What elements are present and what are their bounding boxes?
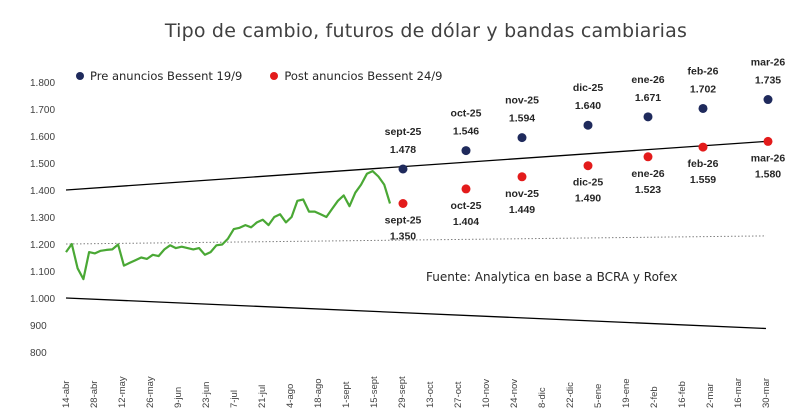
post-point-value: 1.350 (390, 231, 416, 243)
pre-point-value: 1.546 (453, 126, 479, 138)
post-point-label: nov-25 (505, 188, 539, 200)
y-tick-label: 1.400 (30, 186, 55, 197)
pre-point-value: 1.671 (635, 92, 661, 104)
x-tick-label: 4-ago (285, 384, 296, 408)
post-futures-point (698, 142, 708, 152)
pre-futures-point (461, 146, 471, 156)
x-tick-label: 22-dic (565, 382, 576, 408)
x-tick-label: 26-may (145, 376, 156, 408)
y-tick-label: 1.000 (30, 294, 55, 305)
exchange-rate-line (65, 170, 392, 281)
post-point-value: 1.490 (575, 193, 601, 205)
pre-point-label: feb-26 (688, 65, 719, 77)
upper-band-line (65, 140, 767, 191)
post-point-label: dic-25 (573, 177, 604, 189)
post-point-label: ene-26 (631, 168, 664, 180)
x-tick-label: 21-jul (257, 385, 268, 408)
x-tick-label: 12-may (117, 376, 128, 408)
lower-band-line (65, 297, 767, 330)
pre-futures-point (698, 103, 708, 113)
y-tick-label: 1.100 (30, 267, 55, 278)
x-tick-label: 10-nov (481, 379, 492, 408)
post-futures-point (643, 152, 653, 162)
pre-futures-point (643, 112, 653, 122)
post-point-label: sept-25 (385, 215, 422, 227)
y-tick-label: 900 (30, 321, 47, 332)
pre-point-label: dic-25 (573, 82, 604, 94)
pre-point-value: 1.702 (690, 83, 716, 95)
y-tick-label: 800 (30, 348, 47, 359)
pre-point-label: mar-26 (751, 57, 786, 69)
x-tick-label: 19-ene (621, 378, 632, 408)
y-tick-label: 1.200 (30, 240, 55, 251)
x-tick-label: 9-jun (173, 387, 184, 408)
legend-item-pre: Pre anuncios Bessent 19/9 (76, 69, 242, 83)
x-tick-label: 7-jul (229, 390, 240, 408)
y-tick-label: 1.800 (30, 78, 55, 89)
post-point-value: 1.449 (509, 204, 535, 216)
pre-futures-point (583, 120, 593, 130)
post-point-label: feb-26 (688, 158, 719, 170)
reference-dotted-line (65, 235, 767, 245)
x-tick-label: 2-feb (649, 386, 660, 408)
legend-label-pre: Pre anuncios Bessent 19/9 (90, 69, 243, 83)
legend-item-post: Post anuncios Bessent 24/9 (270, 69, 443, 83)
x-tick-label: 30-mar (761, 378, 772, 408)
chart-source-note: Fuente: Analytica en base a BCRA y Rofex (426, 270, 678, 284)
y-tick-label: 1.700 (30, 105, 55, 116)
pre-point-value: 1.735 (755, 75, 781, 87)
post-point-label: oct-25 (451, 200, 482, 212)
y-tick-label: 1.600 (30, 132, 55, 143)
x-tick-label: 5-ene (593, 384, 604, 408)
x-tick-label: 18-ago (313, 378, 324, 408)
x-tick-label: 2-mar (705, 383, 716, 408)
x-tick-label: 29-sept (397, 376, 408, 408)
post-futures-point (583, 161, 593, 171)
x-tick-label: 13-oct (425, 381, 436, 408)
pre-point-label: nov-25 (505, 95, 539, 107)
post-point-label: mar-26 (751, 152, 786, 164)
pre-point-label: ene-26 (631, 74, 664, 86)
post-point-value: 1.404 (453, 216, 479, 228)
post-futures-point (461, 184, 471, 194)
legend-label-post: Post anuncios Bessent 24/9 (284, 69, 443, 83)
y-tick-label: 1.500 (30, 159, 55, 170)
pre-point-value: 1.478 (390, 144, 416, 156)
pre-point-value: 1.640 (575, 100, 601, 112)
x-tick-label: 15-sept (369, 376, 380, 408)
post-point-value: 1.580 (755, 168, 781, 180)
x-tick-label: 1-sept (341, 381, 352, 408)
pre-point-label: sept-25 (385, 126, 422, 138)
x-tick-label: 27-oct (453, 381, 464, 408)
x-tick-label: 28-abr (89, 381, 100, 408)
legend-marker-pre (76, 72, 84, 80)
x-tick-label: 8-dic (537, 387, 548, 408)
pre-futures-point (763, 95, 773, 105)
post-point-value: 1.523 (635, 184, 661, 196)
post-futures-point (763, 136, 773, 146)
x-tick-label: 24-nov (509, 379, 520, 408)
x-tick-label: 23-jun (201, 382, 212, 408)
x-tick-label: 14-abr (61, 381, 72, 408)
post-futures-point (517, 172, 527, 182)
legend-marker-post (270, 72, 279, 80)
chart-title: Tipo de cambio, futuros de dólar y banda… (164, 20, 688, 42)
pre-point-label: oct-25 (451, 108, 482, 120)
pre-futures-point (398, 164, 408, 174)
x-tick-label: 16-mar (733, 378, 744, 408)
chart-legend: Pre anuncios Bessent 19/9 Post anuncios … (76, 69, 443, 83)
pre-point-value: 1.594 (509, 113, 535, 125)
post-point-value: 1.559 (690, 174, 716, 186)
x-tick-label: 16-feb (677, 381, 688, 408)
y-tick-label: 1.300 (30, 213, 55, 224)
post-futures-point (398, 199, 408, 208)
pre-futures-point (517, 133, 527, 143)
